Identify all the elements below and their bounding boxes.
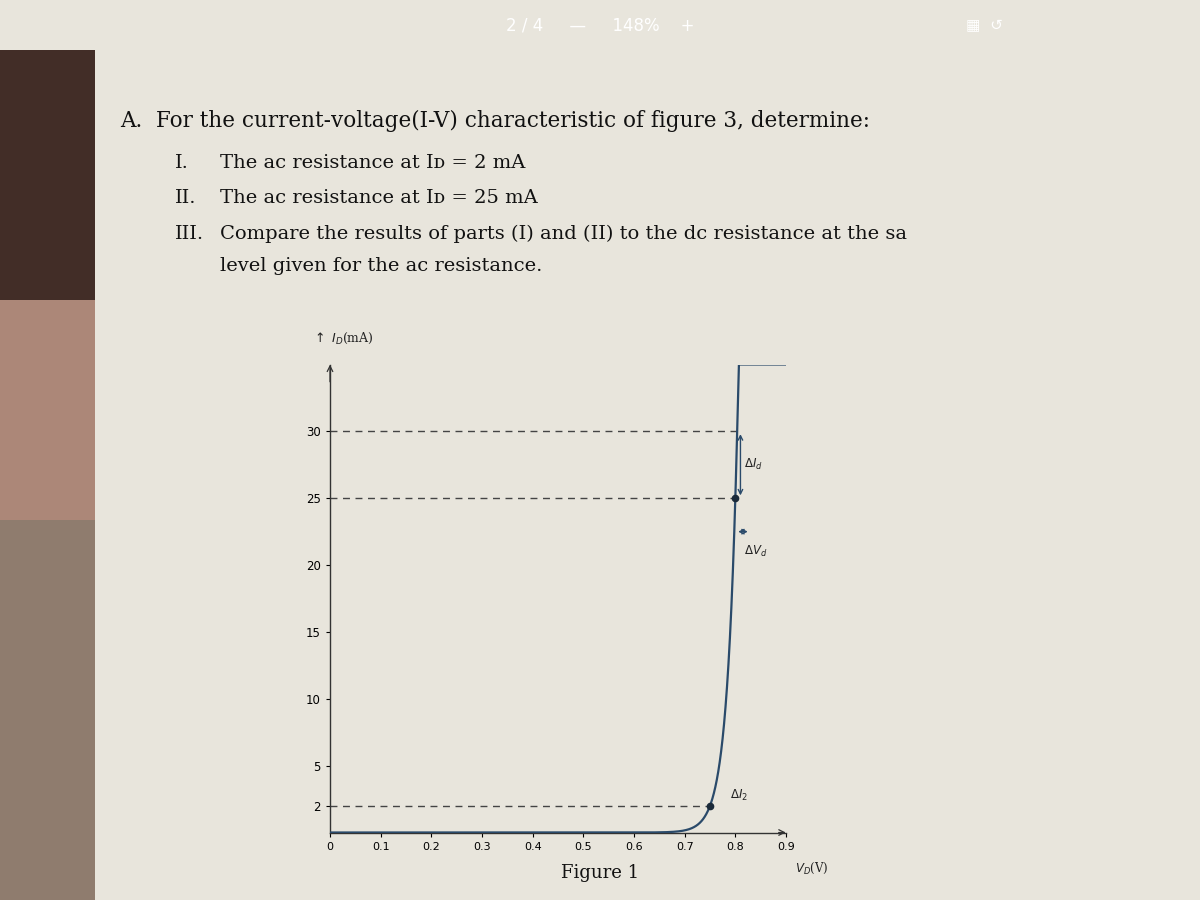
Text: level given for the ac resistance.: level given for the ac resistance. — [220, 256, 542, 274]
Bar — [0, 50, 95, 300]
Text: The ac resistance at Iᴅ = 25 mA: The ac resistance at Iᴅ = 25 mA — [220, 190, 538, 208]
Text: 2 / 4     —     148%    +: 2 / 4 — 148% + — [505, 16, 695, 34]
Bar — [0, 50, 95, 900]
Text: I.: I. — [175, 155, 188, 173]
Text: A.  For the current-voltage(I-V) characteristic of figure 3, determine:: A. For the current-voltage(I-V) characte… — [120, 110, 870, 131]
Text: The ac resistance at Iᴅ = 2 mA: The ac resistance at Iᴅ = 2 mA — [220, 155, 526, 173]
Text: $\uparrow$ $I_D$(mA): $\uparrow$ $I_D$(mA) — [312, 330, 373, 346]
Text: II.: II. — [175, 190, 197, 208]
Text: $\Delta V_d$: $\Delta V_d$ — [744, 544, 768, 559]
Text: $\Delta I_2$: $\Delta I_2$ — [731, 788, 749, 803]
Text: $V_D$(V): $V_D$(V) — [796, 860, 829, 876]
Text: ▦  ↺: ▦ ↺ — [966, 18, 1002, 32]
Text: Compare the results of parts (I) and (II) to the dc resistance at the sa: Compare the results of parts (I) and (II… — [220, 224, 907, 243]
Text: III.: III. — [175, 224, 204, 242]
Text: Figure 1: Figure 1 — [560, 864, 640, 882]
Bar — [0, 300, 95, 519]
Text: $\Delta I_d$: $\Delta I_d$ — [744, 457, 763, 472]
